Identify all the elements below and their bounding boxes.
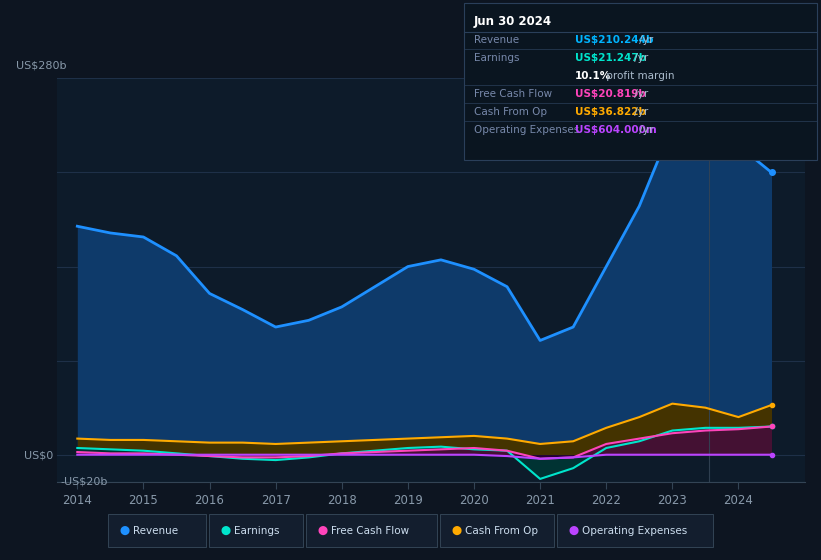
Text: Operating Expenses: Operating Expenses — [474, 125, 579, 135]
Text: Cash From Op: Cash From Op — [474, 107, 547, 117]
Text: Revenue: Revenue — [133, 526, 178, 535]
Text: ⬤: ⬤ — [221, 526, 231, 535]
Text: /yr: /yr — [631, 53, 648, 63]
Text: profit margin: profit margin — [603, 71, 674, 81]
Text: ⬤: ⬤ — [452, 526, 461, 535]
Text: ⬤: ⬤ — [569, 526, 579, 535]
Text: Free Cash Flow: Free Cash Flow — [331, 526, 409, 535]
Text: /yr: /yr — [631, 107, 648, 117]
Text: US$20.819b: US$20.819b — [575, 89, 645, 99]
Text: 10.1%: 10.1% — [575, 71, 611, 81]
Text: /yr: /yr — [636, 35, 654, 45]
Text: /yr: /yr — [631, 89, 648, 99]
Text: -US$20b: -US$20b — [61, 477, 108, 487]
Text: ⬤: ⬤ — [318, 526, 328, 535]
Text: Jun 30 2024: Jun 30 2024 — [474, 15, 552, 28]
Text: Cash From Op: Cash From Op — [465, 526, 538, 535]
Text: US$280b: US$280b — [16, 60, 67, 70]
Text: /yr: /yr — [636, 125, 654, 135]
Text: US$210.244b: US$210.244b — [575, 35, 654, 45]
Text: Revenue: Revenue — [474, 35, 519, 45]
Text: Earnings: Earnings — [234, 526, 279, 535]
Text: Free Cash Flow: Free Cash Flow — [474, 89, 552, 99]
Text: Operating Expenses: Operating Expenses — [582, 526, 687, 535]
Text: ⬤: ⬤ — [120, 526, 130, 535]
Text: Earnings: Earnings — [474, 53, 519, 63]
Text: US$21.247b: US$21.247b — [575, 53, 646, 63]
Text: US$36.822b: US$36.822b — [575, 107, 645, 117]
Text: US$604.000m: US$604.000m — [575, 125, 657, 135]
